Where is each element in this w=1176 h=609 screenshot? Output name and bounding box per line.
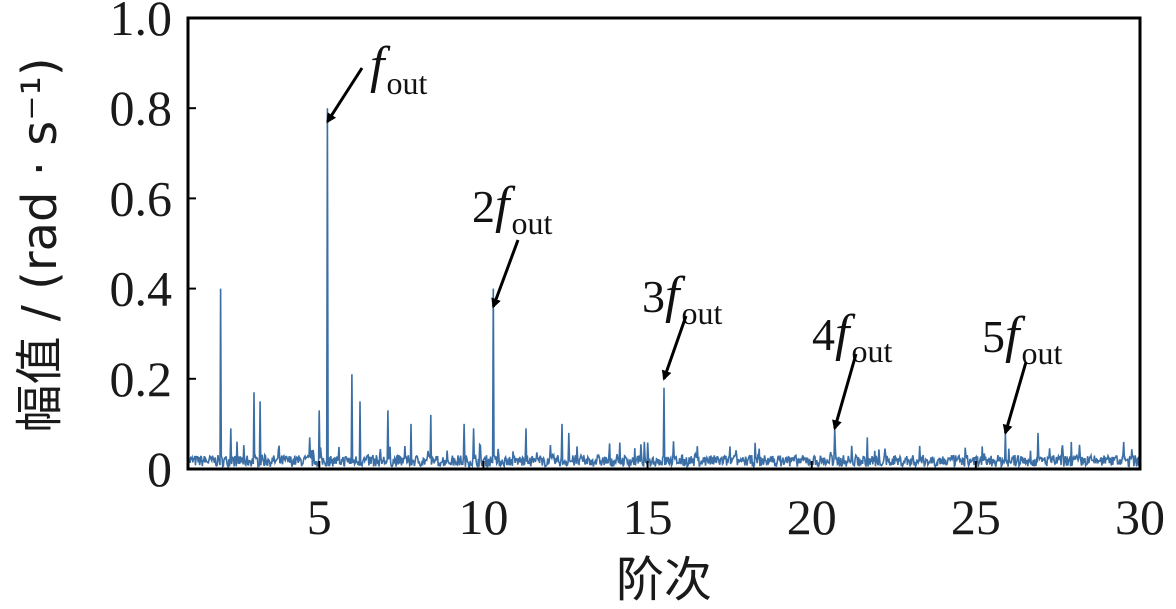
harmonic-label: 2fout [472,177,552,241]
y-tick-label: 1.0 [110,0,173,46]
harmonic-annotations: fout 2fout 3fout 4fout 5fout [326,37,1062,435]
y-tick-label: 0 [147,441,172,497]
y-axis-label: 幅值 / (rad · s⁻¹) [12,57,68,432]
harmonic-label: 4fout [812,305,892,369]
x-tick-label: 10 [458,489,508,545]
x-tick-label: 15 [623,489,673,545]
x-tick-label: 20 [787,489,837,545]
x-axis-label: 阶次 [616,552,712,608]
harmonic-arrow [1002,361,1028,435]
x-tick-label: 30 [1115,489,1165,545]
x-axis: 5 10 15 20 25 30 [307,461,1165,545]
spectrum-line [187,17,1141,470]
plot-frame [186,16,1142,471]
harmonic-arrow [491,239,520,309]
harmonic-label: fout [370,37,427,101]
y-tick-label: 0.8 [110,80,173,136]
harmonic-arrow [832,353,858,431]
plot-area [186,16,1142,471]
harmonic-arrow [326,67,364,124]
y-axis: 0 0.2 0.4 0.6 0.8 1.0 [110,0,196,497]
y-tick-label: 0.6 [110,170,173,226]
y-tick-label: 0.2 [110,351,173,407]
x-tick-label: 25 [951,489,1001,545]
x-tick-label: 5 [307,489,332,545]
harmonic-arrow [661,315,688,381]
y-tick-label: 0.4 [110,261,173,317]
harmonic-label: 3fout [642,267,722,331]
harmonic-label: 5fout [982,307,1062,371]
